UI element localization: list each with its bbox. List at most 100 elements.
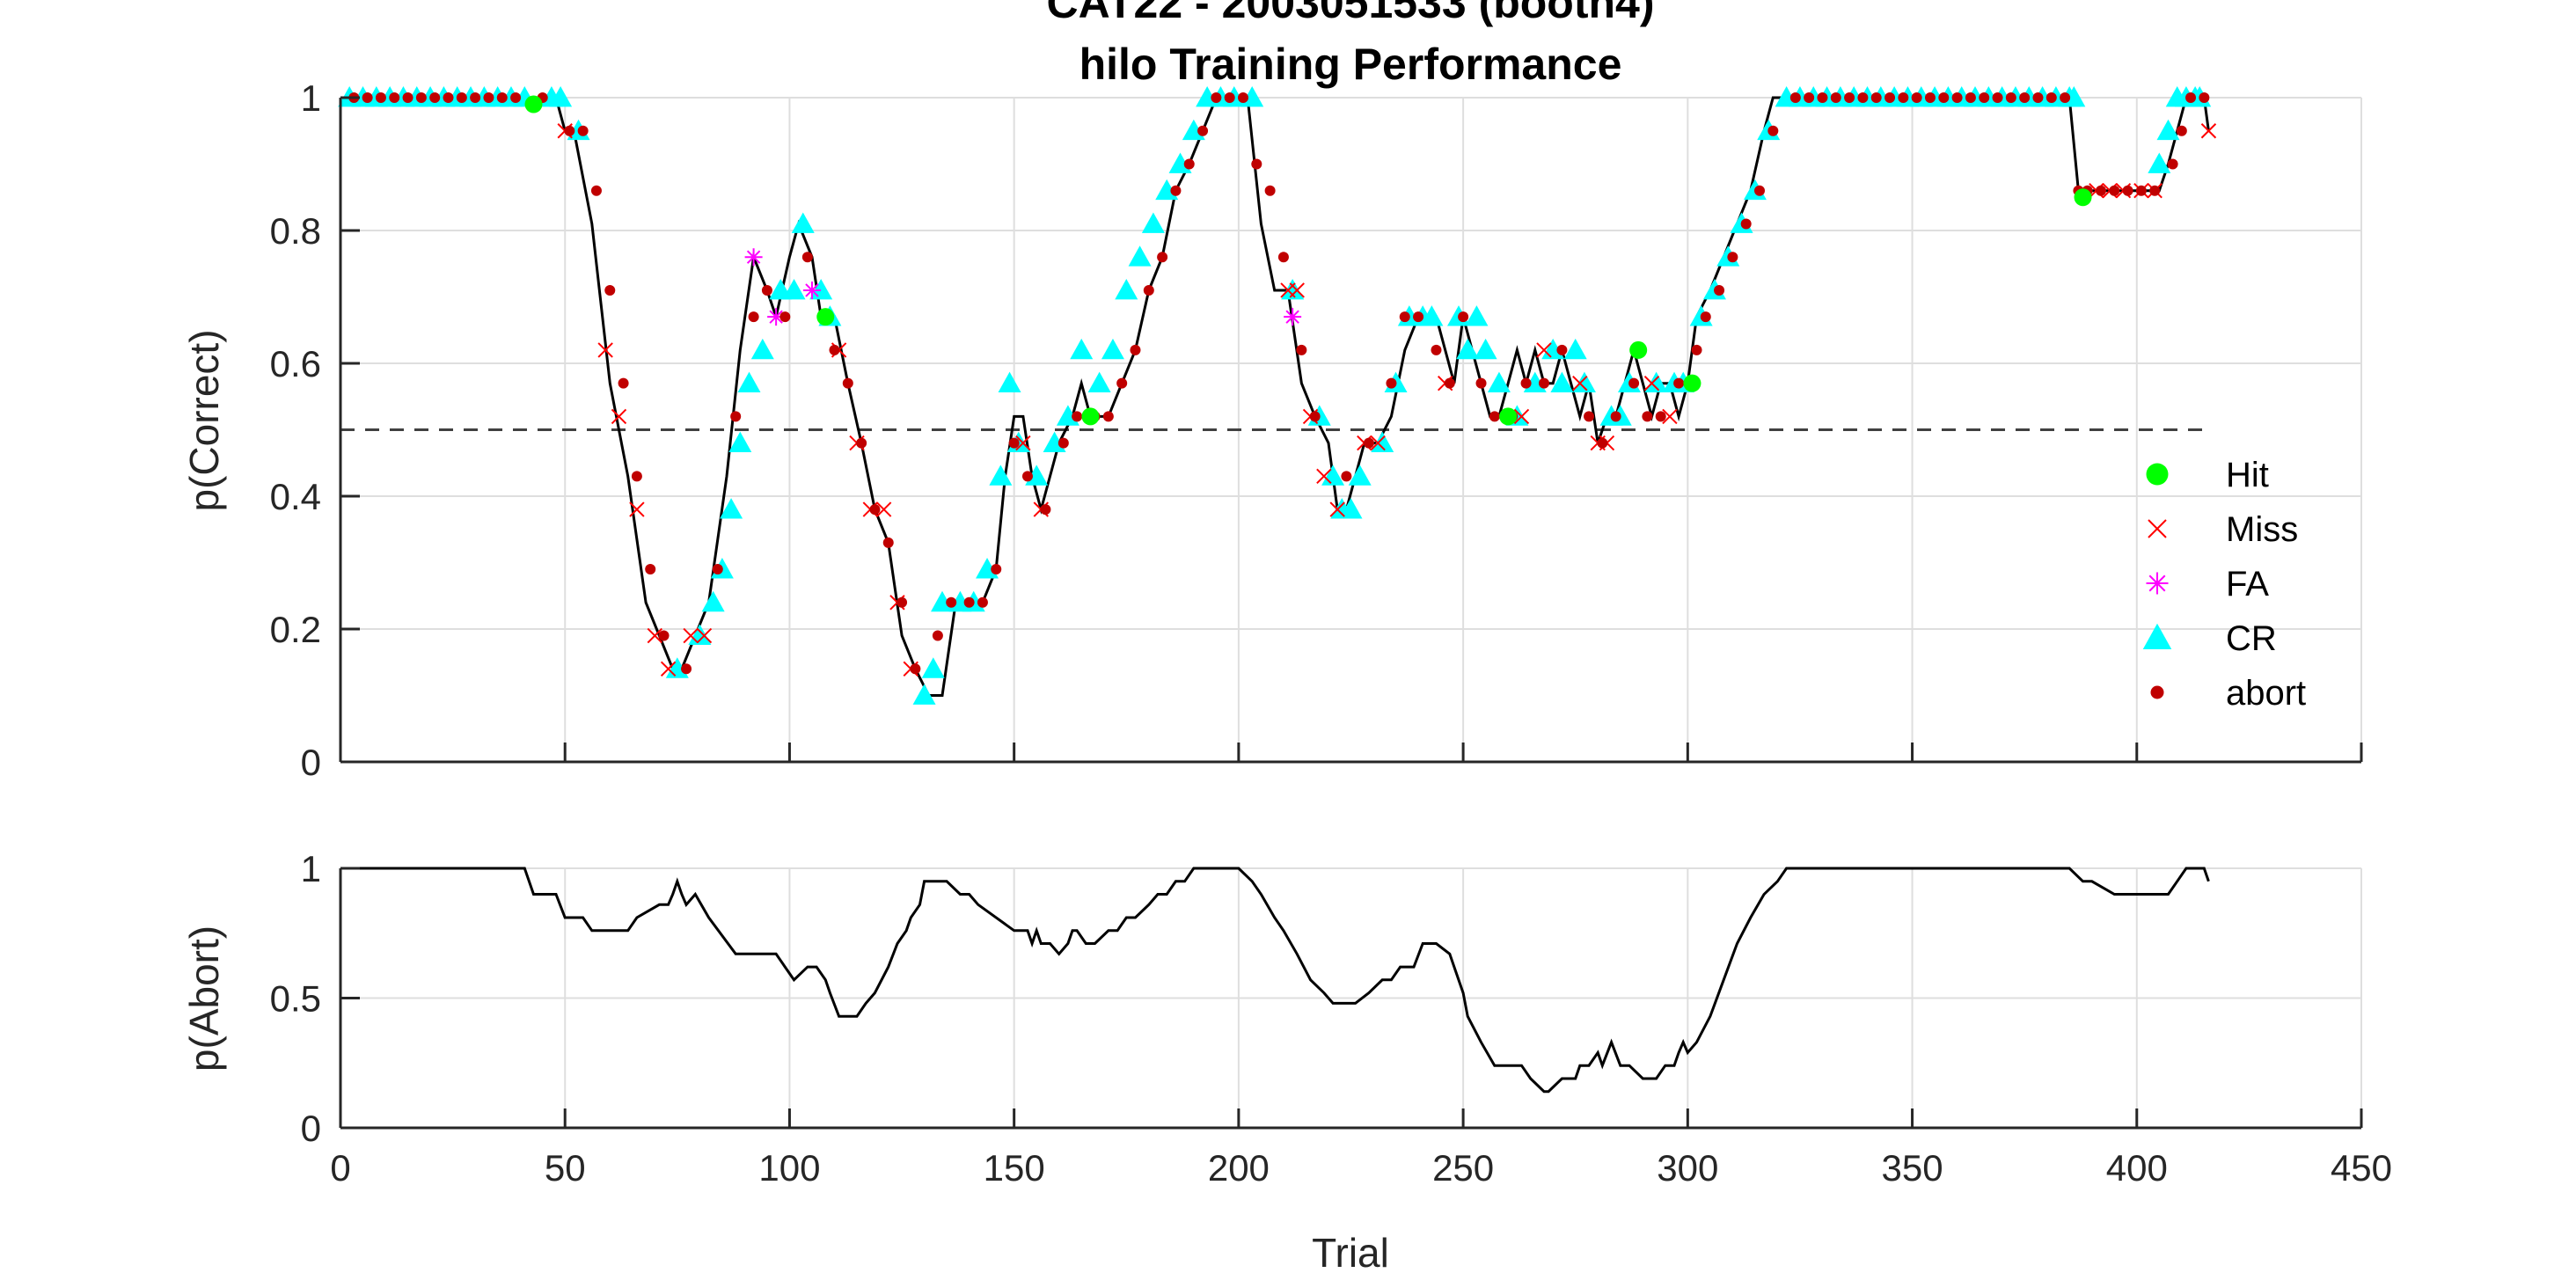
- marker-abort: [1444, 377, 1455, 389]
- marker-abort: [402, 92, 413, 103]
- marker-abort: [1072, 411, 1083, 422]
- marker-abort: [991, 564, 1002, 575]
- marker-abort: [1130, 344, 1141, 355]
- marker-cr: [1487, 371, 1511, 393]
- legend-marker-miss: [2148, 519, 2167, 538]
- marker-cr: [1115, 278, 1138, 300]
- performance-axes: 0 0.2 0.4 0.6 0.8 1: [270, 77, 2363, 783]
- x-tick-label: 150: [984, 1147, 1045, 1189]
- marker-abort: [1870, 92, 1882, 103]
- marker-abort: [645, 564, 656, 575]
- y-tick-label: 0.5: [270, 978, 321, 1020]
- marker-abort: [1556, 344, 1568, 355]
- marker-cr: [998, 371, 1021, 393]
- marker-cr: [921, 657, 945, 678]
- marker-abort: [1309, 411, 1321, 422]
- marker-fa: [767, 308, 786, 326]
- marker-miss: [629, 501, 645, 517]
- marker-abort: [1197, 125, 1209, 136]
- marker-abort: [1386, 377, 1397, 389]
- marker-abort: [1628, 377, 1640, 389]
- marker-cr: [791, 212, 815, 233]
- marker-cr: [1339, 498, 1363, 519]
- marker-abort: [2199, 92, 2210, 103]
- legend-marker-hit: [2146, 463, 2169, 486]
- legend-label-fa: FA: [2226, 565, 2269, 604]
- marker-cr: [1572, 371, 1596, 393]
- marker-miss: [597, 342, 613, 358]
- marker-hit: [1081, 407, 1100, 426]
- x-tick-label: 450: [2331, 1147, 2392, 1189]
- marker-cr: [1087, 371, 1111, 393]
- marker-abort: [429, 92, 441, 103]
- x-tick-label: 0: [330, 1147, 350, 1189]
- marker-abort: [1992, 92, 2003, 103]
- marker-cr: [2148, 152, 2171, 173]
- marker-miss: [1662, 408, 1678, 425]
- marker-abort: [932, 630, 943, 641]
- marker-cr: [750, 338, 774, 360]
- marker-cr: [1128, 245, 1152, 267]
- marker-abort: [1767, 125, 1779, 136]
- marker-miss: [647, 627, 663, 644]
- marker-abort: [910, 663, 921, 675]
- x-tick-label: 100: [758, 1147, 820, 1189]
- marker-abort: [510, 92, 522, 103]
- marker-abort: [2122, 185, 2133, 196]
- marker-cr: [701, 590, 725, 612]
- marker-abort: [1157, 252, 1168, 263]
- marker-abort: [2019, 92, 2031, 103]
- marker-miss: [1572, 375, 1588, 391]
- marker-cr: [720, 498, 743, 519]
- marker-abort: [829, 344, 840, 355]
- marker-cr: [1348, 465, 1372, 486]
- marker-abort: [1489, 411, 1500, 422]
- chart-title: CAT22 - 2003051533 (booth4): [1047, 0, 1655, 27]
- marker-abort: [869, 504, 881, 516]
- marker-cr: [1070, 338, 1094, 360]
- p-abort-line: [345, 867, 2210, 1094]
- marker-abort: [1691, 344, 1702, 355]
- x-tick-label: 400: [2106, 1147, 2168, 1189]
- x-tick-label: 200: [1208, 1147, 1270, 1189]
- marker-abort: [1341, 471, 1352, 482]
- marker-abort: [856, 437, 867, 449]
- marker-abort: [882, 537, 894, 548]
- marker-miss: [611, 408, 627, 425]
- legend-label-cr: CR: [2226, 619, 2277, 658]
- marker-abort: [1898, 92, 1909, 103]
- marker-hit: [524, 95, 543, 113]
- marker-abort: [1102, 411, 1114, 422]
- marker-abort: [1597, 437, 1608, 449]
- marker-cr: [1101, 338, 1124, 360]
- y-axis-label-abort: p(Abort): [181, 925, 227, 1072]
- marker-abort: [1458, 311, 1469, 323]
- marker-cr: [549, 86, 573, 107]
- legend-marker-cr: [2142, 623, 2172, 649]
- marker-abort: [1965, 92, 1976, 103]
- marker-abort: [375, 92, 386, 103]
- marker-abort: [681, 663, 692, 675]
- marker-abort: [761, 284, 772, 296]
- legend-marker-abort: [2150, 685, 2164, 699]
- marker-cr: [1141, 212, 1165, 233]
- y-tick-label: 0.4: [270, 476, 321, 517]
- marker-abort: [1655, 411, 1666, 422]
- marker-cr: [1474, 338, 1497, 360]
- marker-abort: [1584, 411, 1595, 422]
- marker-abort: [712, 564, 723, 575]
- y-axis-label-correct: p(Correct): [181, 329, 227, 511]
- marker-abort: [842, 377, 853, 389]
- y-tick-label: 0.8: [270, 210, 321, 252]
- marker-abort: [1021, 471, 1033, 482]
- marker-abort: [1143, 284, 1154, 296]
- marker-miss: [1015, 435, 1031, 451]
- marker-abort: [1183, 158, 1195, 170]
- marker-abort: [1673, 377, 1685, 389]
- marker-abort: [362, 92, 373, 103]
- marker-cr: [912, 684, 936, 705]
- p-correct-line: [345, 96, 2210, 697]
- x-tick-label: 250: [1432, 1147, 1494, 1189]
- marker-abort: [1277, 252, 1289, 263]
- marker-abort: [1520, 377, 1532, 389]
